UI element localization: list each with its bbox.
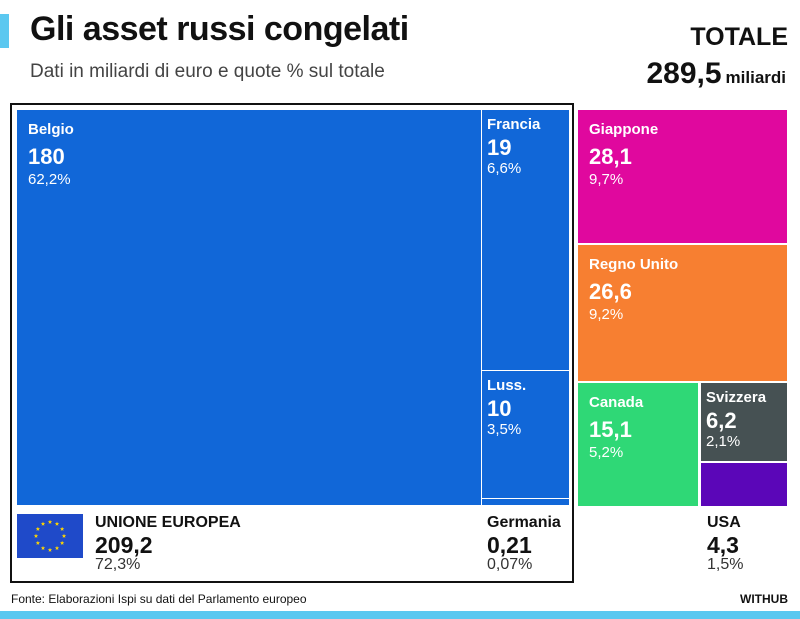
treemap-cell-giappone: Giappone 28,1 9,7%: [578, 110, 787, 243]
eu-group-value: 209,2: [95, 532, 153, 558]
cell-share: 2,1%: [706, 433, 741, 450]
cell-share: 9,2%: [589, 306, 624, 323]
eu-flag-icon: [17, 514, 83, 558]
cell-name: Canada: [589, 394, 644, 411]
cell-share: 6,6%: [487, 160, 522, 177]
eu-flag-star: [35, 526, 41, 531]
cell-share: 3,5%: [487, 421, 522, 438]
total-figure: 289,5 miliardi: [646, 57, 786, 91]
cell-value: 10: [487, 396, 512, 421]
cell-name: Regno Unito: [589, 256, 679, 273]
germania-label-name: Germania: [487, 514, 561, 531]
cell-value: 180: [28, 144, 65, 169]
cell-name: Svizzera: [706, 389, 767, 406]
eu-flag-star: [35, 540, 41, 545]
treemap-cell-svizzera: Svizzera 6,2 2,1%: [701, 383, 787, 461]
treemap-cell-francia: Francia 19 6,6%: [482, 110, 569, 370]
treemap-cell-lussemburgo: Luss. 10 3,5%: [482, 371, 569, 498]
germania-label-value: 0,21: [487, 532, 532, 558]
title-accent-bar: [0, 14, 9, 48]
chart-title: Gli asset russi congelati: [30, 10, 409, 48]
eu-flag-star: [33, 533, 39, 538]
cell-value: 15,1: [589, 417, 632, 442]
cell-share: 5,2%: [589, 444, 624, 461]
total-value: 289,5: [646, 57, 722, 90]
cell-name: Giappone: [589, 121, 659, 138]
total-label: TOTALE: [690, 23, 788, 51]
germania-label-share: 0,07%: [487, 556, 533, 573]
eu-flag-star: [54, 545, 60, 550]
eu-flag-star: [40, 521, 46, 526]
usa-label-share: 1,5%: [707, 556, 744, 573]
treemap-cell-regno-unito: Regno Unito 26,6 9,2%: [578, 245, 787, 381]
eu-group-name: UNIONE EUROPEA: [95, 514, 241, 531]
eu-flag-star: [59, 526, 65, 531]
brand-logo: WITHUB: [740, 592, 788, 606]
bottom-accent-bar: [0, 611, 800, 619]
treemap-cell-usa: [701, 463, 787, 506]
eu-flag-star: [54, 521, 60, 526]
cell-value: 6,2: [706, 408, 737, 433]
eu-flag-star: [47, 519, 53, 524]
cell-share: 62,2%: [28, 171, 71, 188]
cell-name: Belgio: [28, 121, 74, 138]
cell-share: 9,7%: [589, 171, 624, 188]
treemap-cell-canada: Canada 15,1 5,2%: [578, 383, 698, 506]
eu-flag-star: [40, 545, 46, 550]
treemap-cell-belgio: Belgio 180 62,2%: [17, 110, 481, 505]
cell-value: 19: [487, 135, 512, 160]
cell-value: 26,6: [589, 279, 632, 304]
source-note: Fonte: Elaborazioni Ispi su dati del Par…: [11, 592, 307, 606]
cell-name: Francia: [487, 116, 541, 133]
cell-value: 28,1: [589, 144, 632, 169]
usa-label-value: 4,3: [707, 532, 739, 558]
treemap-cell-germania: [482, 499, 569, 505]
eu-group-frame: [10, 103, 574, 583]
usa-label-name: USA: [707, 514, 741, 531]
eu-flag-star: [59, 540, 65, 545]
chart-subtitle: Dati in miliardi di euro e quote % sul t…: [30, 61, 385, 82]
cell-name: Luss.: [487, 377, 527, 394]
eu-flag-star: [47, 547, 53, 552]
eu-flag-star: [61, 533, 67, 538]
eu-group-share: 72,3%: [95, 556, 141, 573]
total-unit: miliardi: [725, 68, 786, 87]
